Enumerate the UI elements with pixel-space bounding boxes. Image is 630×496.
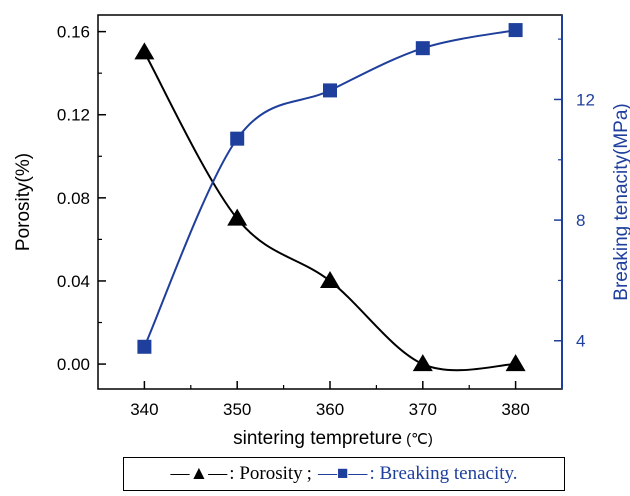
- y-tick-label-0: 0.00: [57, 355, 90, 374]
- y2-tick-label-0: 4: [576, 332, 585, 351]
- y2-tick-label-1: 8: [576, 211, 585, 230]
- y-tick-label-4: 0.16: [57, 23, 90, 42]
- tenacity-point-1: [230, 131, 245, 146]
- x-tick-label-0: 340: [130, 400, 158, 419]
- tenacity-point-3: [415, 41, 430, 56]
- x-axis-ticks: 340 350 360 370 380: [130, 381, 530, 419]
- y2-tick-label-2: 12: [576, 90, 595, 109]
- y-tick-label-3: 0.12: [57, 106, 90, 125]
- x-axis-title-text: sintering tempreture: [233, 428, 402, 449]
- y2-axis-ticks: 4 8 12: [554, 38, 595, 351]
- porosity-point-2: [320, 270, 340, 288]
- y-axis-ticks: 0.00 0.04 0.08 0.12 0.16: [57, 23, 106, 374]
- x-tick-label-2: 360: [316, 400, 344, 419]
- series-line-1: [143, 29, 516, 348]
- x-tick-label-4: 380: [501, 400, 529, 419]
- porosity-point-3: [412, 354, 433, 372]
- legend-porosity-label: : Porosity: [229, 463, 303, 484]
- series-line-0: [143, 51, 516, 372]
- y-axis-title: Porosity(%): [13, 153, 34, 251]
- tenacity-point-2: [323, 83, 337, 98]
- porosity-point-4: [505, 354, 526, 372]
- series-curves: [143, 29, 516, 372]
- y-tick-label-2: 0.08: [57, 189, 90, 208]
- tenacity-point-0: [137, 339, 152, 354]
- plot-frame: [97, 14, 563, 390]
- legend-tenacity-symbol: —■—: [317, 463, 368, 484]
- legend-tenacity-label: : Breaking tenacity.: [369, 463, 518, 484]
- x-axis-unit: (℃): [406, 431, 433, 448]
- series-markers: [134, 23, 526, 372]
- legend-porosity-symbol: —▲—: [170, 463, 228, 484]
- legend-separator: ;: [306, 463, 312, 484]
- x-tick-label-1: 350: [223, 400, 251, 419]
- x-axis-title: sintering tempreture (℃): [233, 428, 433, 449]
- y-tick-label-1: 0.04: [57, 272, 90, 291]
- porosity-point-0: [134, 42, 155, 60]
- x-tick-label-3: 370: [409, 400, 437, 419]
- porosity-point-1: [227, 208, 248, 226]
- legend: —▲— : Porosity ; —■— : Breaking tenacity…: [123, 457, 565, 491]
- y2-axis-title: Breaking tenacity(MPa): [611, 103, 630, 300]
- tenacity-point-4: [508, 23, 523, 38]
